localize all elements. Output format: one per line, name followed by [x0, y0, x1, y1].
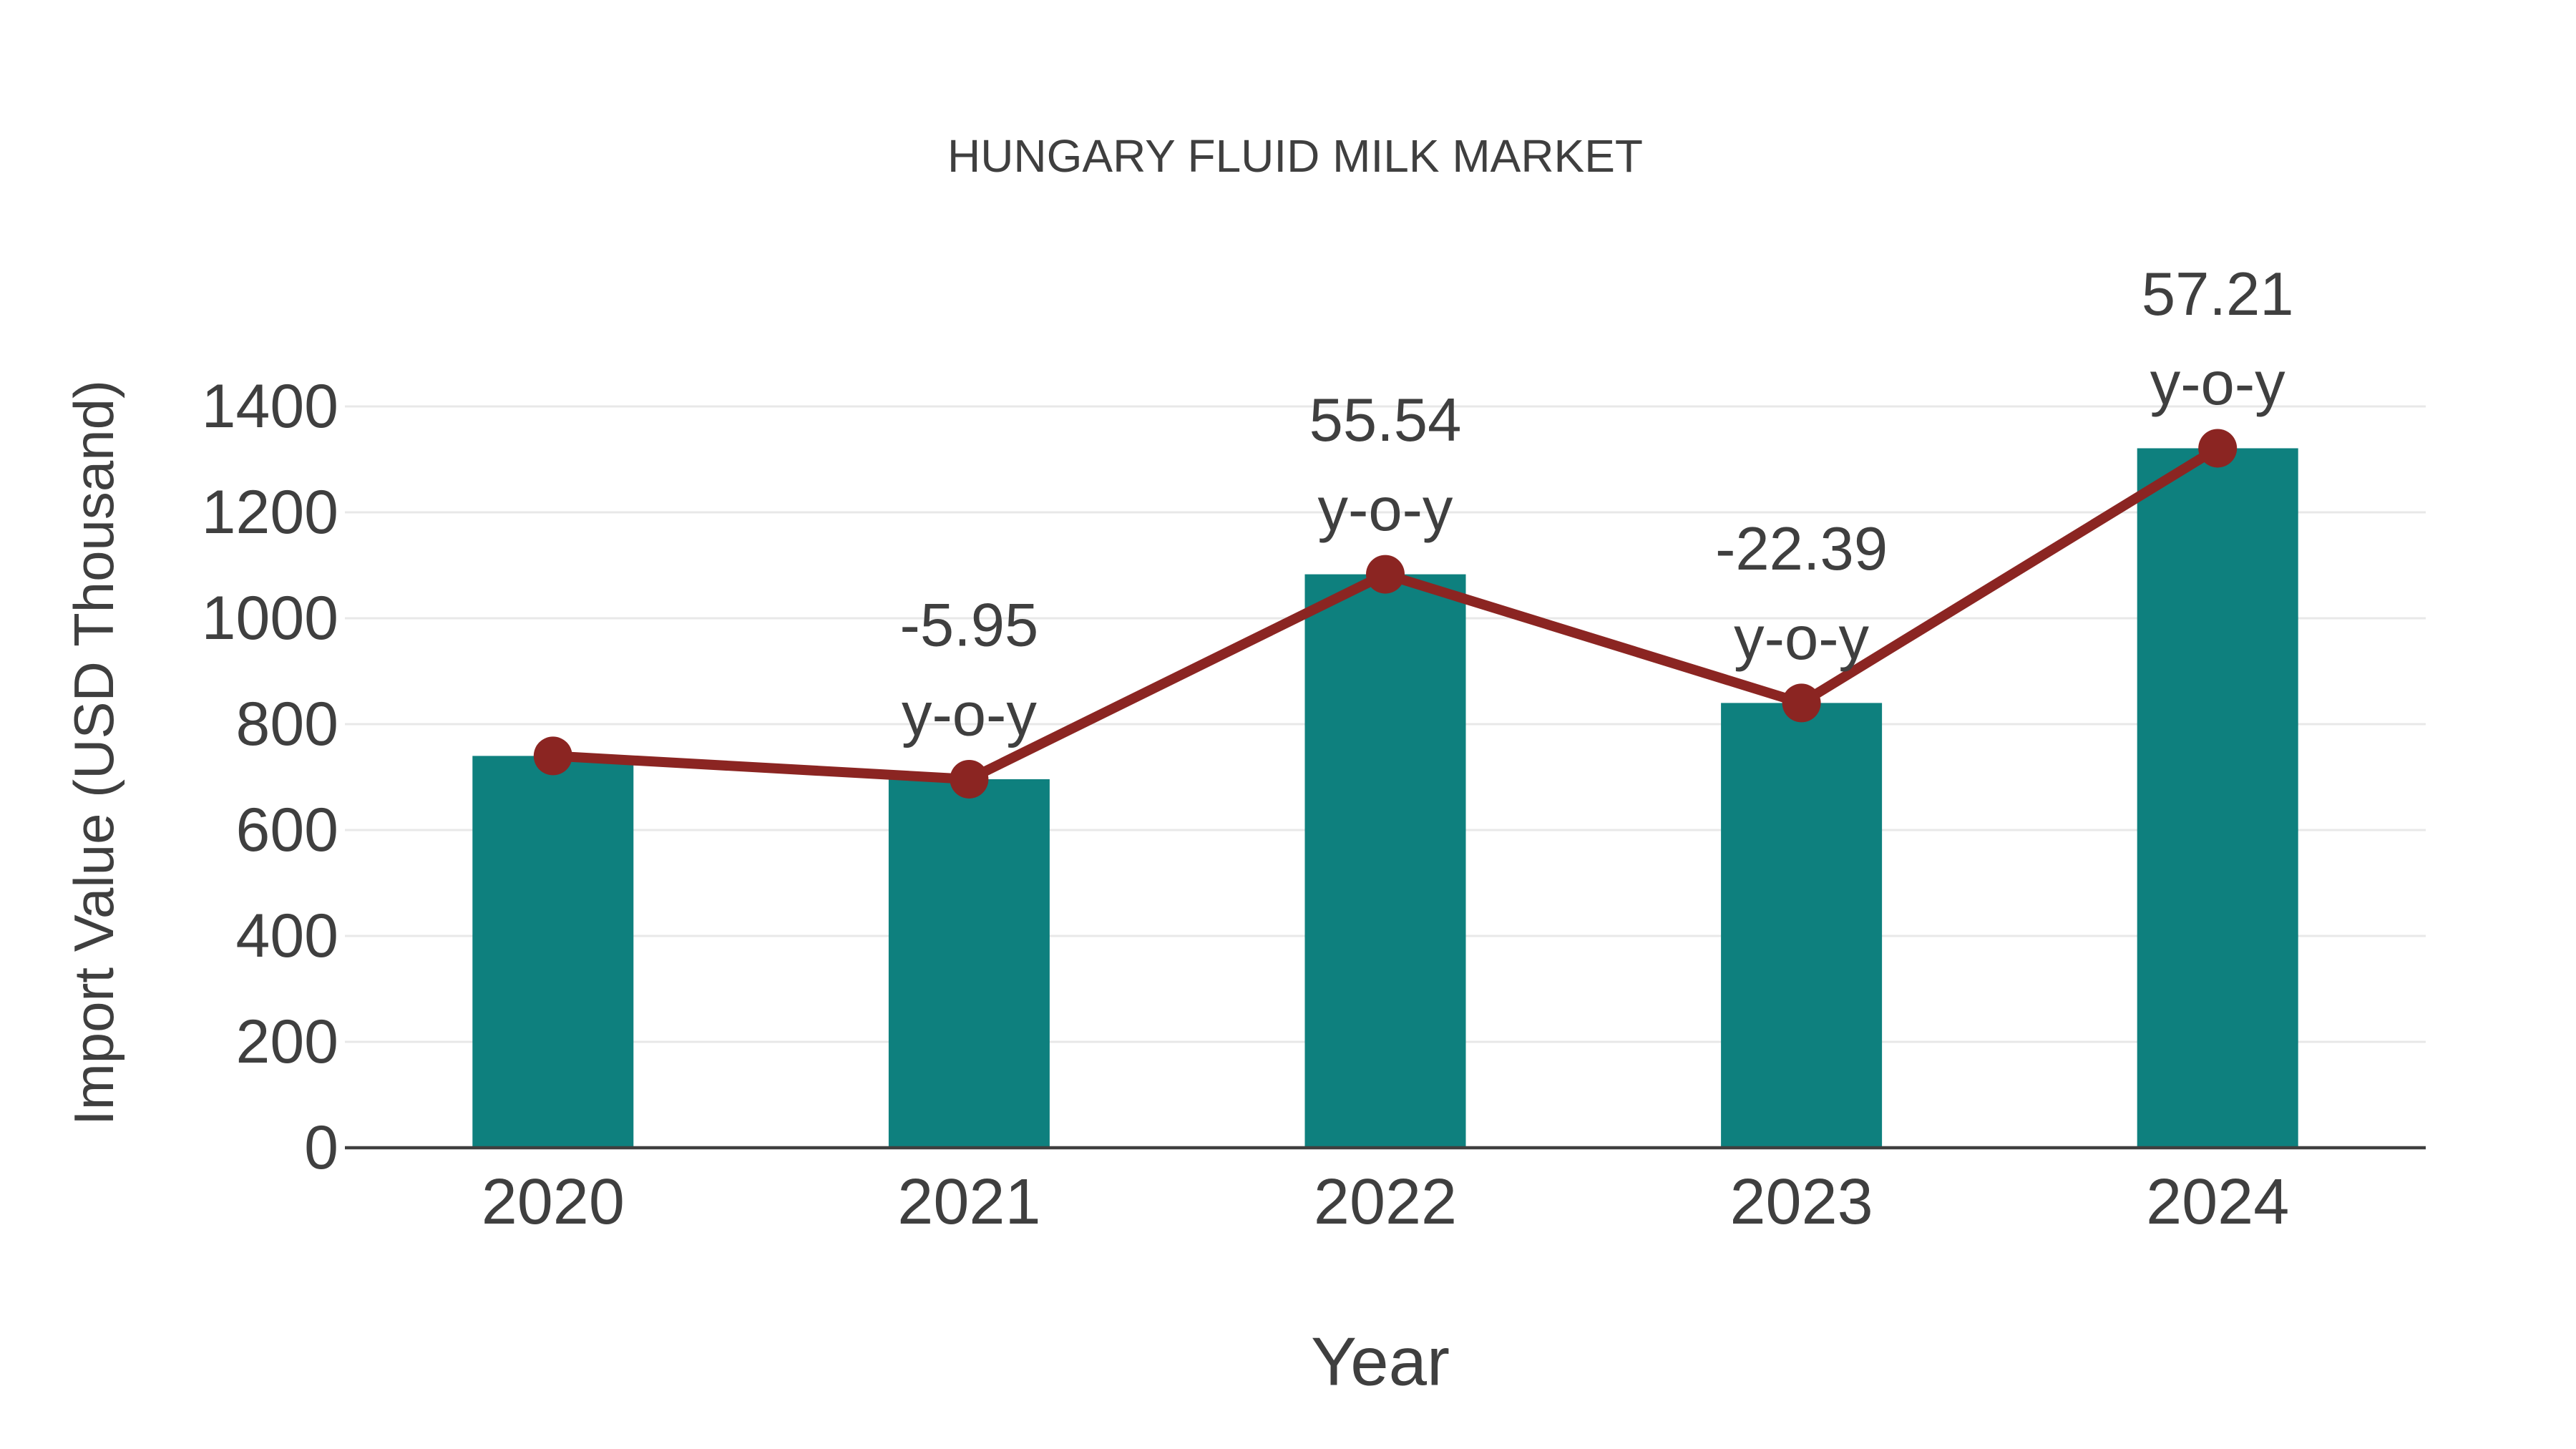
- bar-2020: [472, 756, 634, 1148]
- x-tick-label-2021: 2021: [897, 1166, 1040, 1238]
- x-axis-title: Year: [1311, 1324, 1450, 1400]
- chart-title: HUNGARY FLUID MILK MARKET: [947, 130, 1643, 182]
- y-tick-label-1000: 1000: [202, 584, 338, 653]
- bar-series: [472, 448, 2298, 1148]
- annotation-sublabel-2023: y-o-y: [1734, 605, 1869, 673]
- annotation-sublabel-2021: y-o-y: [902, 680, 1037, 748]
- annotation-sublabel-2024: y-o-y: [2150, 350, 2285, 418]
- y-tick-label-800: 800: [236, 690, 339, 758]
- bar-2021: [888, 779, 1050, 1148]
- bar-2022: [1304, 574, 1466, 1148]
- y-tick-label-1200: 1200: [202, 478, 338, 547]
- bar-2024: [2137, 448, 2298, 1148]
- line-marker-2023: [1782, 683, 1821, 723]
- x-axis-tick-labels: 2020 2021 2022 2023 2024: [482, 1166, 2290, 1238]
- bar-2023: [1721, 703, 1883, 1148]
- y-tick-label-400: 400: [236, 902, 339, 970]
- annotation-value-2021: -5.95: [900, 591, 1039, 659]
- annotation-value-2023: -22.39: [1715, 515, 1888, 583]
- y-tick-label-0: 0: [304, 1113, 338, 1182]
- line-series: [533, 429, 2238, 799]
- annotations: -5.95 y-o-y 55.54 y-o-y -22.39 y-o-y 57.21 y-o-…: [900, 260, 2294, 748]
- x-tick-label-2020: 2020: [482, 1166, 625, 1238]
- y-tick-label-1400: 1400: [202, 372, 338, 441]
- y-axis-title: Import Value (USD Thousand): [62, 380, 125, 1126]
- annotation-value-2024: 57.21: [2142, 260, 2294, 328]
- y-axis-tick-labels: 0 200 400 600 800 1000 1200 1400: [202, 372, 338, 1182]
- line-marker-2020: [533, 736, 572, 776]
- line-marker-2022: [1366, 555, 1405, 594]
- annotation-sublabel-2022: y-o-y: [1318, 476, 1453, 544]
- y-tick-label-200: 200: [236, 1008, 339, 1076]
- x-tick-label-2022: 2022: [1314, 1166, 1457, 1238]
- y-tick-label-600: 600: [236, 796, 339, 864]
- annotation-value-2022: 55.54: [1309, 386, 1462, 454]
- x-tick-label-2024: 2024: [2146, 1166, 2289, 1238]
- x-tick-label-2023: 2023: [1729, 1166, 1873, 1238]
- line-marker-2024: [2198, 429, 2238, 468]
- line-marker-2021: [950, 759, 989, 799]
